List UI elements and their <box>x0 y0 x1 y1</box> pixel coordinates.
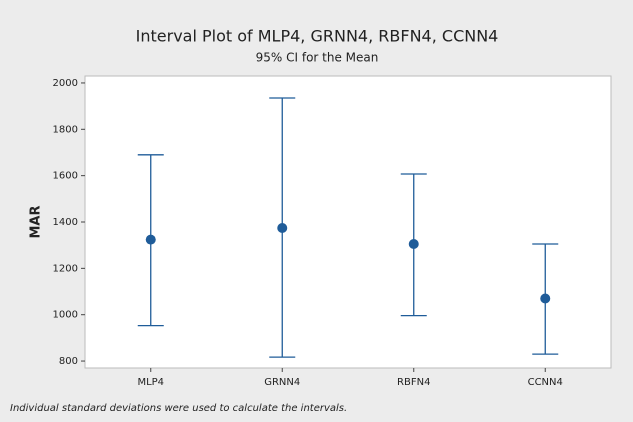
y-tick-label: 1600 <box>53 171 78 182</box>
mean-point <box>540 293 551 304</box>
y-tick-label: 2000 <box>53 78 78 89</box>
y-tick-label: 1200 <box>53 263 78 274</box>
y-tick-label: 1400 <box>53 217 78 228</box>
y-tick-label: 1000 <box>53 310 78 321</box>
x-tick-label: RBFN4 <box>397 377 430 388</box>
mean-point <box>277 223 288 234</box>
x-tick-label: MLP4 <box>137 377 164 388</box>
chart-title: Interval Plot of MLP4, GRNN4, RBFN4, CCN… <box>136 27 499 46</box>
chart-subtitle: 95% CI for the Mean <box>256 51 379 65</box>
mean-point <box>145 234 156 245</box>
x-tick-label: CCNN4 <box>528 377 563 388</box>
x-tick-label: GRNN4 <box>264 377 300 388</box>
footnote: Individual standard deviations were used… <box>10 403 347 414</box>
y-tick-label: 800 <box>59 356 78 367</box>
plot-area <box>84 75 612 369</box>
mean-point <box>408 239 419 250</box>
y-tick-label: 1800 <box>53 124 78 135</box>
y-axis-label: MAR <box>29 205 44 238</box>
